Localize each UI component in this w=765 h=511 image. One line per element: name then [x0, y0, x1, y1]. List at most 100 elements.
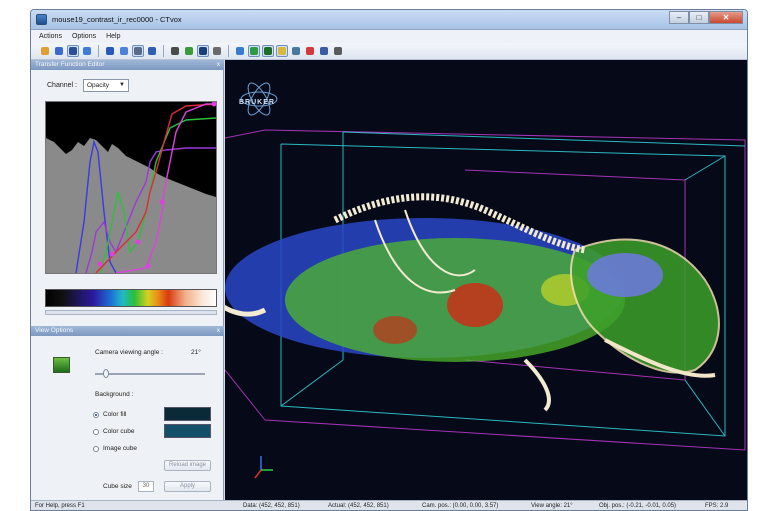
mouse-spine	[333, 193, 586, 254]
volume-render[interactable]	[225, 60, 748, 500]
control-point[interactable]	[135, 239, 141, 245]
radio-image-cube[interactable]	[93, 446, 99, 452]
open-icon-glyph	[41, 47, 49, 55]
status-data: Data: (452, 452, 851)	[243, 503, 300, 509]
marker-icon-glyph	[278, 47, 286, 55]
camera-icon[interactable]	[211, 45, 223, 57]
clip-icon-glyph	[185, 47, 193, 55]
flip-icon[interactable]	[318, 45, 330, 57]
help-icon-glyph	[334, 47, 342, 55]
app-icon	[36, 14, 47, 25]
menu-actions[interactable]: Actions	[39, 33, 62, 40]
background-label: Background :	[95, 391, 134, 398]
view-options-title: View Options	[35, 327, 74, 334]
slider-thumb[interactable]	[103, 369, 109, 378]
reload-image-button[interactable]: Reload image	[164, 460, 211, 471]
color-cube-label: Color cube	[103, 428, 135, 435]
camera-angle-slider[interactable]	[95, 369, 205, 378]
light-icon[interactable]	[118, 45, 130, 57]
move-icon-glyph	[148, 47, 156, 55]
channel-label: Channel :	[47, 82, 77, 89]
flip-icon-glyph	[320, 47, 328, 55]
clip-icon[interactable]	[183, 45, 195, 57]
axes-gizmo	[254, 456, 273, 479]
select-icon[interactable]	[132, 45, 144, 57]
pick-icon-glyph	[306, 47, 314, 55]
status-cam-pos: Cam. pos.: (0.00, 0.00, 3.57)	[422, 503, 499, 509]
menu-options[interactable]: Options	[71, 33, 97, 40]
view-icon[interactable]	[67, 45, 79, 57]
close-button[interactable]: ✕	[709, 11, 743, 24]
cube-size-input[interactable]: 30	[138, 481, 154, 492]
transfer-function-graph[interactable]	[45, 101, 217, 274]
grid-icon-glyph	[250, 47, 258, 55]
cube-icon-glyph	[199, 47, 207, 55]
toolbar	[31, 43, 747, 60]
transfer-function-title: Transfer Function Editor	[35, 61, 105, 68]
red-curve	[95, 103, 217, 274]
render-viewport[interactable]: BRUKER	[225, 60, 748, 500]
apply-button[interactable]: Apply	[164, 481, 211, 492]
rotate-icon[interactable]	[169, 45, 181, 57]
slice-icon-glyph	[264, 47, 272, 55]
pick-icon[interactable]	[304, 45, 316, 57]
image-cube-label: Image cube	[103, 445, 137, 452]
mouse-fore-leg	[523, 358, 551, 412]
color-fill-swatch[interactable]	[164, 407, 211, 421]
ruler-icon[interactable]	[290, 45, 302, 57]
color-fill-label: Color fill	[103, 411, 127, 418]
mouse-organ	[373, 316, 417, 344]
select-icon-glyph	[134, 47, 142, 55]
control-point[interactable]	[211, 101, 217, 107]
transfer-function-panel-title: Transfer Function Editor x	[31, 60, 224, 70]
menu-help[interactable]: Help	[106, 33, 121, 40]
status-fps: FPS: 2.9	[705, 503, 729, 509]
color-cube-swatch[interactable]	[164, 424, 211, 438]
camera-icon-glyph	[213, 47, 221, 55]
control-point[interactable]	[97, 261, 103, 267]
control-point[interactable]	[109, 251, 115, 257]
channel-select[interactable]: Opacity ▼	[83, 79, 129, 92]
status-help: For Help, press F1	[35, 503, 85, 509]
cube-icon[interactable]	[197, 45, 209, 57]
box-icon[interactable]	[81, 45, 93, 57]
toolbar-separator	[228, 45, 229, 57]
sphere-icon[interactable]	[104, 45, 116, 57]
transfer-function-canvas[interactable]	[46, 101, 217, 274]
control-point[interactable]	[159, 199, 165, 205]
toolbar-separator	[163, 45, 164, 57]
menu-bar: Actions Options Help	[31, 30, 747, 43]
radio-color-cube[interactable]	[93, 429, 99, 435]
status-view-angle: View angle: 21°	[531, 503, 573, 509]
app-window: mouse19_contrast_ir_rec0000 - CTvox – □ …	[30, 9, 748, 511]
bruker-logo-text: BRUKER	[239, 99, 275, 106]
control-point[interactable]	[145, 263, 151, 269]
panel-close-icon[interactable]: x	[216, 327, 220, 334]
sphere-icon-glyph	[106, 47, 114, 55]
bruker-logo-icon	[240, 82, 278, 116]
cube-size-label: Cube size	[103, 483, 132, 490]
toolbar-separator	[98, 45, 99, 57]
zoom-icon[interactable]	[234, 45, 246, 57]
minimize-button[interactable]: –	[669, 11, 689, 24]
left-panel: Transfer Function Editor x Channel : Opa…	[31, 60, 224, 500]
move-icon[interactable]	[146, 45, 158, 57]
green-curve	[99, 117, 217, 274]
histogram-area	[46, 138, 216, 273]
view-icon-glyph	[69, 47, 77, 55]
grid-icon[interactable]	[248, 45, 260, 57]
horizontal-scrollbar[interactable]	[45, 310, 217, 315]
mouse-hind-leg	[225, 304, 267, 317]
box-icon-glyph	[83, 47, 91, 55]
open-icon[interactable]	[39, 45, 51, 57]
maximize-button[interactable]: □	[689, 11, 709, 24]
marker-icon[interactable]	[276, 45, 288, 57]
slice-icon[interactable]	[262, 45, 274, 57]
help-icon[interactable]	[332, 45, 344, 57]
view-preset-icon[interactable]	[53, 357, 70, 373]
save-icon[interactable]	[53, 45, 65, 57]
color-gradient-bar[interactable]	[45, 289, 217, 307]
panel-close-icon[interactable]: x	[216, 61, 220, 68]
radio-color-fill[interactable]	[93, 412, 99, 418]
title-bar[interactable]: mouse19_contrast_ir_rec0000 - CTvox – □ …	[31, 10, 747, 30]
